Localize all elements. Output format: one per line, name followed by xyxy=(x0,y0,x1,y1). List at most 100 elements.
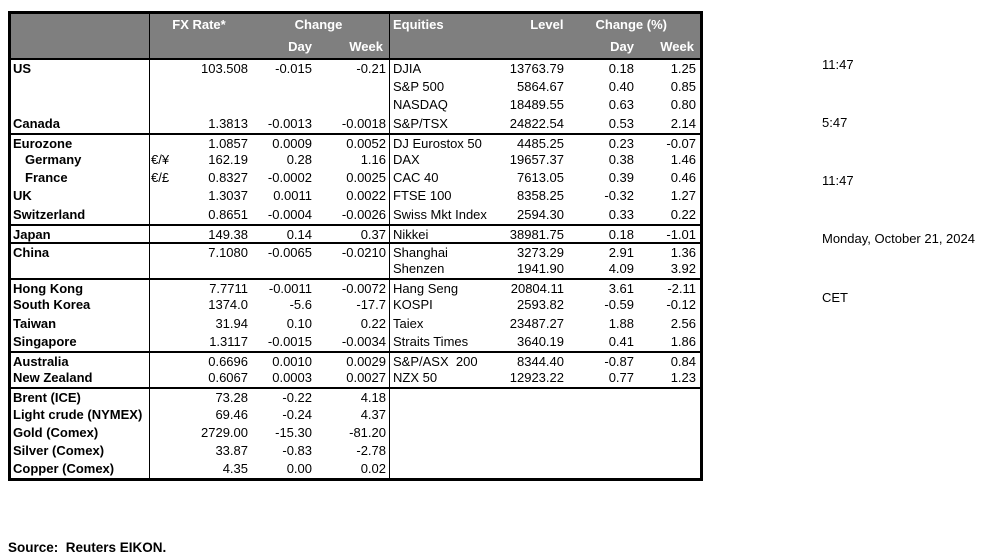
equity-week-change: 1.86 xyxy=(670,333,696,349)
country-label: Silver (Comex) xyxy=(11,441,150,461)
equity-cells xyxy=(389,389,699,406)
fx-cells: 33.87 -0.83 -2.78 xyxy=(150,442,389,460)
equity-cells: S&P/ASX 200 8344.40 -0.87 0.84 xyxy=(389,353,699,370)
fx-day-change: 0.0010 xyxy=(272,354,312,369)
equity-week-change: 0.46 xyxy=(670,170,696,186)
equity-day-change: 0.18 xyxy=(608,226,634,242)
equity-day-change: 3.61 xyxy=(608,281,634,297)
fx-cells: 0.6067 0.0003 0.0027 xyxy=(150,369,389,387)
timestamp-line: 11:47 xyxy=(822,56,854,72)
currency-pair xyxy=(150,406,176,424)
country-label xyxy=(11,96,150,115)
table-row: South Korea 1374.0 -5.6 -17.7 KOSPI 2593.82 -0… xyxy=(11,296,700,315)
equity-cells: CAC 40 7613.05 0.39 0.46 xyxy=(389,169,699,188)
equity-day-change: -0.59 xyxy=(604,297,634,313)
equity-level xyxy=(490,460,564,478)
equity-name: S&P/TSX xyxy=(393,115,448,131)
fx-cells: 0.8651 -0.0004 -0.0026 xyxy=(150,206,389,224)
currency-pair xyxy=(150,296,176,314)
fx-rate-value: 103.508 xyxy=(201,61,248,76)
equities-day-header: Day xyxy=(610,39,634,54)
equity-day-change: 1.88 xyxy=(608,315,634,331)
fx-rate-value: 4.35 xyxy=(222,461,248,477)
equity-level: 20804.11 xyxy=(510,281,564,297)
fx-day-change: 0.0009 xyxy=(272,135,312,151)
fx-rate-value: 31.94 xyxy=(215,315,248,331)
fx-rate-value: 33.87 xyxy=(215,442,248,458)
fx-day-change: 0.0003 xyxy=(272,370,312,386)
currency-pair xyxy=(150,135,176,151)
level-header: Level xyxy=(530,17,564,32)
currency-pair xyxy=(150,442,176,460)
fx-rate-value: 2729.00 xyxy=(201,424,248,440)
fx-day-change: -0.0065 xyxy=(267,244,312,260)
fx-cells: 2729.00 -15.30 -81.20 xyxy=(150,424,389,442)
country-label: Eurozone xyxy=(11,134,150,151)
equity-day-change: -0.87 xyxy=(604,354,634,369)
equity-week-change: 2.14 xyxy=(670,115,696,131)
fx-change-header: Change xyxy=(294,17,343,32)
currency-pair xyxy=(150,280,176,296)
currency-pair: €/¥ xyxy=(151,151,170,167)
equity-name: DJ Eurostox 50 xyxy=(393,135,482,151)
equity-level: 5864.67 xyxy=(517,79,564,95)
fx-rate-value: 0.8327 xyxy=(208,170,248,186)
currency-pair xyxy=(150,78,176,96)
equity-week-change: 0.84 xyxy=(670,354,696,369)
fx-day-change: -0.015 xyxy=(275,61,312,76)
country-label: Taiwan xyxy=(11,314,150,333)
fx-week-change: -0.0072 xyxy=(341,281,386,297)
fx-day-change: -0.0002 xyxy=(267,170,312,186)
equity-week-change: -2.11 xyxy=(667,281,696,297)
equity-week-change: 0.80 xyxy=(670,97,696,113)
table-row: Japan 149.38 0.14 0.37 Nikkei 38981.75 0.18 -1.… xyxy=(11,223,700,242)
table-row: France €/£ 0.8327 -0.0002 0.0025 CAC 40 7613.0… xyxy=(11,169,700,188)
equity-level: 1941.90 xyxy=(517,261,564,277)
fx-day-change: -0.0013 xyxy=(267,115,312,131)
equity-level: 19657.37 xyxy=(509,151,564,167)
equity-day-change: 0.40 xyxy=(608,79,634,95)
equity-cells: KOSPI 2593.82 -0.59 -0.12 xyxy=(389,296,699,315)
fx-rate-value xyxy=(176,78,248,96)
currency-pair xyxy=(150,315,176,333)
equity-level: 8358.25 xyxy=(517,188,564,204)
table-row: Light crude (NYMEX) 69.46 -0.24 4.37 xyxy=(11,405,700,424)
header-label-spacer xyxy=(11,14,150,58)
equity-name: S&P/ASX 200 xyxy=(393,354,478,369)
equity-name: FTSE 100 xyxy=(393,188,452,204)
fx-rate-value xyxy=(176,96,248,114)
equity-week-change xyxy=(634,460,699,478)
country-label: France xyxy=(11,169,150,188)
table-row: China 7.1080 -0.0065 -0.0210 Shanghai 3273.29… xyxy=(11,241,700,261)
equity-level xyxy=(490,389,564,405)
equity-level: 24822.54 xyxy=(509,115,564,131)
equity-name xyxy=(390,389,490,405)
country-label: China xyxy=(11,243,150,261)
equity-level xyxy=(490,424,564,442)
equity-cells: FTSE 100 8358.25 -0.32 1.27 xyxy=(389,187,699,206)
currency-pair xyxy=(150,115,176,133)
country-label: Singapore xyxy=(11,332,150,351)
table-row: New Zealand 0.6067 0.0003 0.0027 NZX 50 12923… xyxy=(11,369,700,388)
fx-header-section: FX Rate* Change Day Week xyxy=(150,14,389,58)
fx-week-change xyxy=(312,260,389,278)
equity-name: CAC 40 xyxy=(393,170,439,186)
currency-pair xyxy=(150,206,176,224)
equity-cells xyxy=(389,460,699,479)
timestamp-panel: 11:47 5:47 11:47 Monday, October 21, 202… xyxy=(822,16,975,346)
fx-week-change: -81.20 xyxy=(349,424,386,440)
equity-day-change: 0.41 xyxy=(608,333,634,349)
equity-level: 23487.27 xyxy=(509,315,564,331)
fx-week-change: 4.18 xyxy=(360,390,386,406)
currency-pair xyxy=(150,96,176,114)
equity-day-change: 0.77 xyxy=(608,370,634,386)
fx-cells xyxy=(150,78,389,96)
equity-name: Hang Seng xyxy=(393,281,459,297)
country-label: Switzerland xyxy=(11,205,150,224)
fx-week-change: -0.0026 xyxy=(341,206,386,222)
equity-name xyxy=(390,460,490,478)
equity-week-change: 1.46 xyxy=(670,151,696,167)
fx-rate-value xyxy=(176,260,248,278)
equity-level: 3640.19 xyxy=(517,333,564,349)
equity-week-change xyxy=(634,389,699,405)
